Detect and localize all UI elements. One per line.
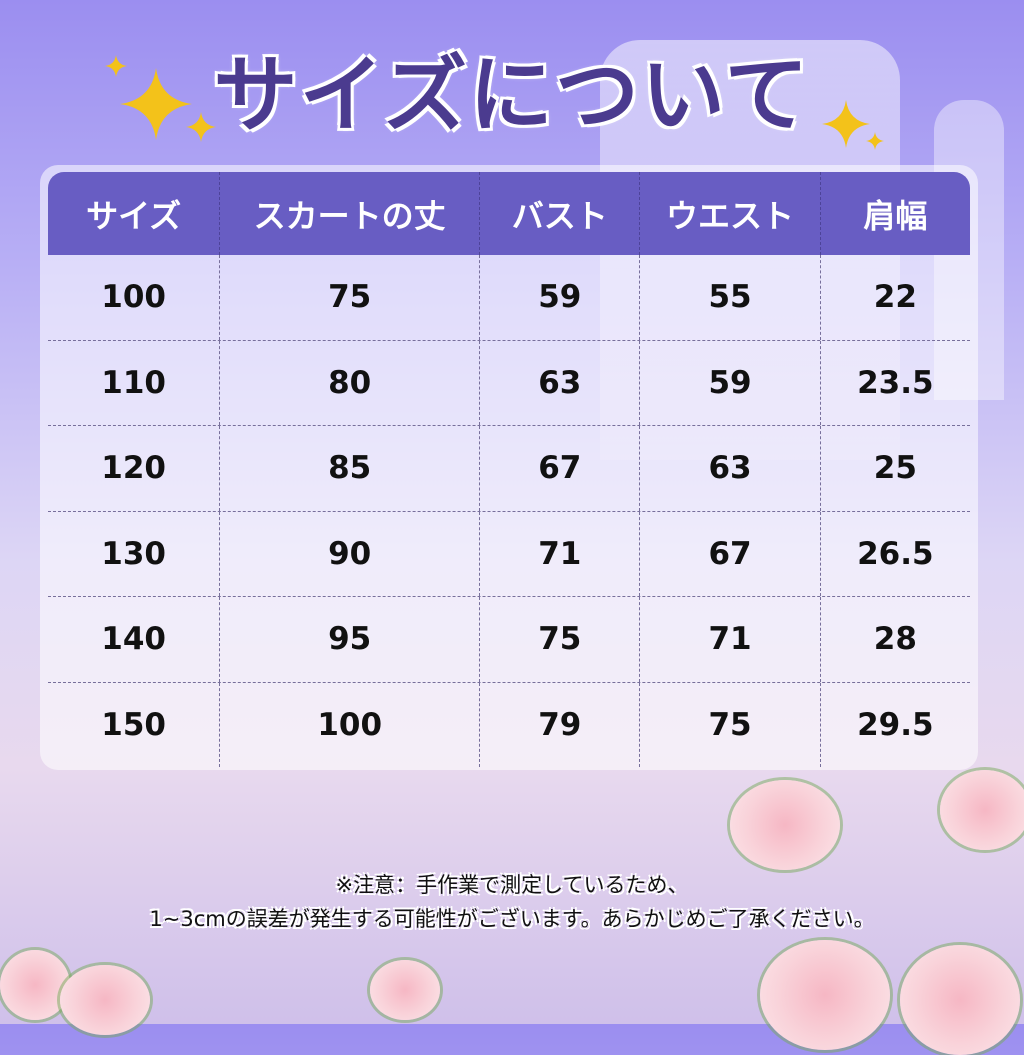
sparkle-icon xyxy=(186,112,216,142)
table-cell: 59 xyxy=(640,340,821,425)
note-line-2: 1~3cmの誤差が発生する可能性がございます。あらかじめご了承ください。 xyxy=(149,907,875,931)
header-size: サイズ xyxy=(48,172,221,255)
table-cell: 29.5 xyxy=(857,706,934,743)
sparkle-icon xyxy=(822,100,870,148)
table-row: 150 100 79 75 29.5 xyxy=(48,682,970,767)
table-row: 130 90 71 67 26.5 xyxy=(48,511,970,597)
table-row: 120 85 67 63 25 xyxy=(48,426,970,512)
note-line-1: ※注意：手作業で測定しているため、 xyxy=(335,873,689,897)
table-cell: 67 xyxy=(480,426,641,511)
rose-decoration xyxy=(370,960,440,1020)
header-shoulder: 肩幅 xyxy=(863,196,928,235)
table-cell: 140 xyxy=(48,597,221,682)
table-cell: 28 xyxy=(873,621,917,658)
table-row: 110 80 63 59 23.5 xyxy=(48,340,970,426)
table-cell: 75 xyxy=(640,682,821,767)
table-cell: 22 xyxy=(873,279,917,316)
header-skirt-length: スカートの丈 xyxy=(220,172,481,255)
table-cell: 80 xyxy=(220,340,481,425)
table-cell: 90 xyxy=(220,511,481,596)
size-table: サイズ スカートの丈 バスト ウエスト 肩幅 100 75 59 55 22 110 80 6… xyxy=(40,165,978,770)
table-header: サイズ スカートの丈 バスト ウエスト 肩幅 xyxy=(48,172,970,255)
rose-decoration xyxy=(940,770,1024,850)
rose-decoration xyxy=(60,965,150,1035)
table-cell: 110 xyxy=(48,340,221,425)
table-cell: 120 xyxy=(48,426,221,511)
sparkle-icon xyxy=(120,68,192,140)
table-cell: 85 xyxy=(220,426,481,511)
sparkle-icon xyxy=(105,55,127,77)
header-bust: バスト xyxy=(480,172,641,255)
table-row: 100 75 59 55 22 xyxy=(48,255,970,341)
table-cell: 100 xyxy=(48,255,221,340)
header-waist: ウエスト xyxy=(640,172,821,255)
table-cell: 75 xyxy=(480,597,641,682)
table-cell: 55 xyxy=(640,255,821,340)
rose-decoration xyxy=(0,950,70,1020)
table-cell: 63 xyxy=(640,426,821,511)
rose-decoration xyxy=(900,945,1020,1055)
table-cell: 59 xyxy=(480,255,641,340)
table-cell: 79 xyxy=(480,682,641,767)
table-cell: 95 xyxy=(220,597,481,682)
rose-decoration xyxy=(730,780,840,870)
table-cell: 26.5 xyxy=(857,535,934,572)
table-cell: 130 xyxy=(48,511,221,596)
table-cell: 63 xyxy=(480,340,641,425)
table-cell: 75 xyxy=(220,255,481,340)
table-row: 140 95 75 71 28 xyxy=(48,597,970,683)
rose-decoration xyxy=(760,940,890,1050)
table-cell: 25 xyxy=(873,450,917,487)
measurement-note: ※注意：手作業で測定しているため、 1~3cmの誤差が発生する可能性がございます… xyxy=(20,868,1004,936)
table-cell: 71 xyxy=(640,597,821,682)
table-cell: 150 xyxy=(48,682,221,767)
page-title: サイズについて xyxy=(213,46,811,144)
table-cell: 67 xyxy=(640,511,821,596)
table-cell: 100 xyxy=(220,682,481,767)
sparkle-icon xyxy=(866,132,884,150)
table-cell: 23.5 xyxy=(857,364,934,401)
table-cell: 71 xyxy=(480,511,641,596)
